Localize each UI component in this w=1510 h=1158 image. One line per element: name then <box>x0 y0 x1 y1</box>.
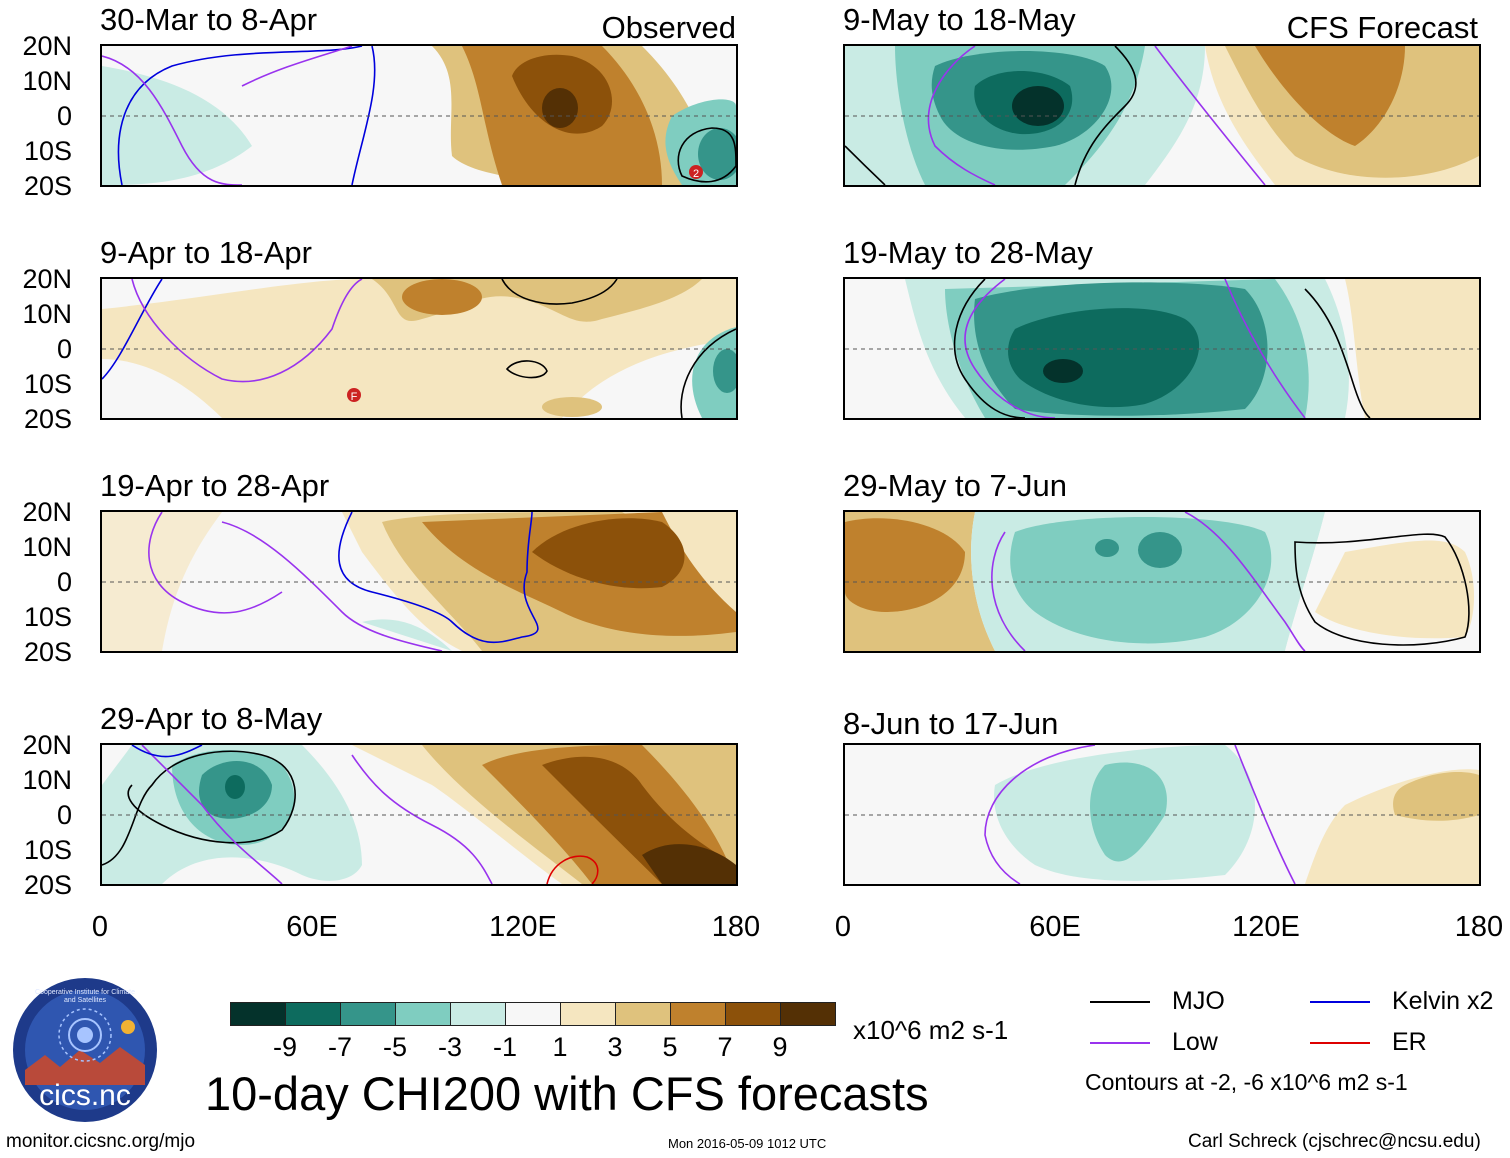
footer-timestamp: Mon 2016-05-09 1012 UTC <box>668 1136 827 1151</box>
colorbar-swatch <box>340 1002 396 1026</box>
storm-label: 2 <box>693 168 699 180</box>
lat-tick: 0 <box>56 567 72 597</box>
colorbar-units: x10^6 m2 s-1 <box>853 1015 1009 1045</box>
logo-text: cics.nc <box>39 1079 131 1112</box>
legend-label-er: ER <box>1392 1028 1427 1056</box>
colorbar-label: 1 <box>552 1032 568 1062</box>
lon-tick: 120E <box>489 911 557 943</box>
observed-header: Observed <box>601 10 736 45</box>
footer-author: Carl Schreck (cjschrec@ncsu.edu) <box>1188 1131 1481 1152</box>
map-fc-2 <box>843 277 1481 420</box>
legend-line-mjo <box>1090 1001 1150 1003</box>
colorbar-label: 5 <box>662 1032 678 1062</box>
map-fc-3 <box>843 510 1481 653</box>
main-title: 10-day CHI200 with CFS forecasts <box>205 1067 929 1120</box>
lat-tick: 10N <box>22 66 72 96</box>
lon-tick: 180 <box>711 911 761 943</box>
map-obs-4 <box>100 743 738 886</box>
colorbar-swatch <box>450 1002 506 1026</box>
map-obs-2: F <box>100 277 738 420</box>
lat-tick: 10S <box>23 136 72 166</box>
contours-note: Contours at -2, -6 x10^6 m2 s-1 <box>1085 1069 1408 1095</box>
storm-label: F <box>351 391 358 403</box>
forecast-header: CFS Forecast <box>1286 10 1478 45</box>
lon-tick: 0 <box>91 911 109 943</box>
lon-tick: 0 <box>834 911 852 943</box>
panel-title-obs-2: 9-Apr to 18-Apr <box>100 235 312 270</box>
lat-tick: 20N <box>22 730 72 760</box>
lat-tick: 20S <box>23 404 72 434</box>
lat-tick: 10N <box>22 765 72 795</box>
colorbar-label: -7 <box>327 1032 352 1062</box>
logo-graphic <box>13 978 157 1122</box>
panel-title-obs-1: 30-Mar to 8-Apr <box>100 2 318 37</box>
lat-tick: 10S <box>23 369 72 399</box>
colorbar-label: -3 <box>437 1032 462 1062</box>
map-fc-1 <box>843 44 1481 187</box>
lon-tick: 180 <box>1454 911 1504 943</box>
cicsnc-logo: Cooperative Institute for Climate and Sa… <box>10 975 160 1125</box>
lat-tick: 20S <box>23 637 72 667</box>
colorbar-swatch <box>230 1002 286 1026</box>
colorbar-label: -9 <box>272 1032 297 1062</box>
legend-line-kelvin <box>1310 1001 1370 1003</box>
lat-tick: 10N <box>22 532 72 562</box>
panel-title-fc-1: 9-May to 18-May <box>843 2 1076 37</box>
colorbar-swatch <box>285 1002 341 1026</box>
lat-tick: 10N <box>22 299 72 329</box>
panel-title-fc-4: 8-Jun to 17-Jun <box>843 706 1059 741</box>
legend-line-low <box>1090 1042 1150 1044</box>
colorbar-label: 3 <box>607 1032 623 1062</box>
lat-tick: 20S <box>23 171 72 201</box>
map-obs-3 <box>100 510 738 653</box>
lat-tick: 10S <box>23 602 72 632</box>
legend-label-low: Low <box>1172 1028 1218 1056</box>
logo-ring-text: Cooperative Institute for Climate and Sa… <box>35 989 135 1004</box>
colorbar-label: 9 <box>772 1032 788 1062</box>
lat-tick: 20N <box>22 31 72 61</box>
panel-title-fc-2: 19-May to 28-May <box>843 235 1093 270</box>
legend-label-mjo: MJO <box>1172 987 1225 1015</box>
colorbar-swatch <box>615 1002 671 1026</box>
lat-tick: 0 <box>56 800 72 830</box>
map-obs-1: 2 <box>100 44 738 187</box>
colorbar-swatch <box>560 1002 616 1026</box>
colorbar-swatch <box>780 1002 836 1026</box>
colorbar-swatch <box>505 1002 561 1026</box>
lon-tick: 120E <box>1232 911 1300 943</box>
legend-line-er <box>1310 1042 1370 1044</box>
colorbar-swatch <box>670 1002 726 1026</box>
legend-label-kelvin: Kelvin x2 <box>1392 987 1494 1015</box>
panel-title-obs-3: 19-Apr to 28-Apr <box>100 468 330 503</box>
colorbar-label: 7 <box>717 1032 733 1062</box>
footer-url: monitor.cicsnc.org/mjo <box>6 1131 196 1152</box>
lat-tick: 20N <box>22 497 72 527</box>
lon-tick: 60E <box>286 911 338 943</box>
lat-tick: 0 <box>56 334 72 364</box>
lat-tick: 20N <box>22 264 72 294</box>
colorbar-label: -5 <box>382 1032 407 1062</box>
map-fc-4 <box>843 743 1481 886</box>
lat-tick: 10S <box>23 835 72 865</box>
lat-tick: 0 <box>56 101 72 131</box>
lon-tick: 60E <box>1029 911 1081 943</box>
panel-title-obs-4: 29-Apr to 8-May <box>100 701 323 736</box>
colorbar-swatch <box>395 1002 451 1026</box>
lat-tick: 20S <box>23 870 72 900</box>
colorbar-swatch <box>725 1002 781 1026</box>
panel-title-fc-3: 29-May to 7-Jun <box>843 468 1067 503</box>
colorbar-label: -1 <box>492 1032 517 1062</box>
